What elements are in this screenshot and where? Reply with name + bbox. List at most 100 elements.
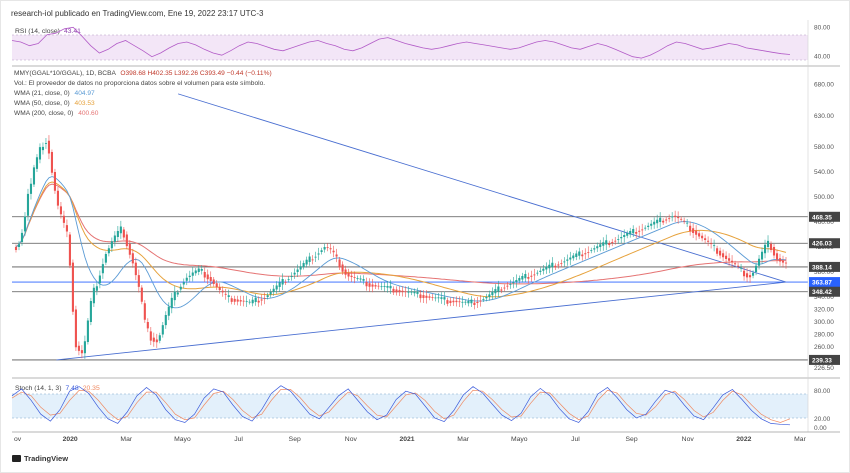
candle-body [65,225,68,232]
legend-wma-200-value: 400.60 [78,110,99,117]
candle-body [278,282,281,287]
candle-body [470,299,473,304]
candle-body [737,265,740,267]
candle-body [206,274,209,280]
candle-body [386,286,389,288]
candle-body [434,297,437,299]
legend-wma-21: WMA (21, close, 0) 404.97 [14,90,95,97]
x-tick-label: Mar [120,436,132,443]
candle-body [212,279,215,284]
candle-body [92,287,95,304]
price-tick-label: 460.00 [814,219,834,226]
candle-body [53,172,57,191]
trendline [56,281,787,361]
candle-body [329,248,332,250]
candle-body [86,320,89,342]
candle-body [47,140,51,154]
candle-body [772,247,776,256]
candle-body [482,299,485,300]
candle-body [587,252,590,253]
candle-body [566,259,569,261]
candle-body [359,278,362,280]
x-tick-label: Mayo [511,436,528,443]
stoch-title: Stoch (14, 1, 3) 7.48 20.35 [15,385,100,392]
candle-body [554,265,557,268]
legend-wma-50-value: 403.53 [74,100,95,107]
tradingview-brand[interactable]: TradingView [12,454,68,463]
candle-body [143,303,146,320]
candle-body [233,298,236,302]
candle-body [371,284,374,287]
candle-body [602,242,605,246]
x-tick-label: Mar [794,436,806,443]
candle-body [728,258,731,261]
candle-body [152,337,155,342]
candle-body [164,315,167,326]
candle-body [476,302,479,303]
candle-body [745,273,749,278]
candle-body [701,235,704,239]
wma-200-line [15,183,787,285]
candle-body [404,291,407,293]
x-tick-label: ov [14,436,22,443]
candle-body [617,239,620,240]
candle-body [197,268,200,272]
candle-body [527,277,530,279]
candle-body [769,243,773,250]
candle-body [110,241,113,249]
candle-body [290,276,293,277]
candle-body [293,272,296,275]
candle-body [500,289,503,291]
candle-body [170,297,173,309]
candle-body [179,286,182,290]
candle-body [536,272,539,274]
candle-body [158,335,161,341]
candle-body [17,244,21,247]
candle-body [461,301,464,303]
stoch-tick-label: 80.00 [814,388,831,395]
candle-body [575,253,578,257]
candle-body [695,230,698,235]
price-tick-label: 380.00 [814,269,834,276]
candle-body [719,250,722,256]
tradingview-brand-label: TradingView [24,454,69,463]
stoch-k-line [11,385,791,426]
x-tick-label: Mayo [174,436,191,443]
wma-50-line [15,181,787,298]
candle-body [20,232,24,242]
candle-body [362,279,365,281]
candle-body [242,300,245,302]
candle-body [754,265,758,272]
candle-body [116,231,119,237]
trendline [177,93,787,283]
candle-body [29,183,33,194]
candle-body [662,220,665,223]
candle-body [200,269,203,271]
x-tick-label: 2021 [399,436,414,443]
candle-body [296,269,299,272]
stoch-tick-label: 0.00 [814,425,827,432]
candle-body [548,264,551,269]
candle-body [683,220,686,222]
candle-body [467,301,470,304]
candle-body [176,292,179,295]
candle-body [766,240,770,247]
candle-body [704,238,707,240]
price-panel: 680.00630.00580.00540.00500.00460.00420.… [12,82,840,379]
candle-body [629,231,632,235]
candle-body [41,146,45,151]
candle-body [245,301,248,303]
candle-body [173,291,176,301]
candle-body [356,278,359,279]
candle-body [518,278,521,281]
candle-body [338,259,341,268]
candle-body [215,283,218,287]
price-tick-label: 630.00 [814,113,834,120]
candle-body [224,293,227,295]
candle-body [260,299,263,301]
legend-wma-50-label: WMA (50, close, 0) [14,100,70,107]
candle-body [377,285,380,287]
candle-body [266,295,269,297]
candle-body [263,298,266,300]
